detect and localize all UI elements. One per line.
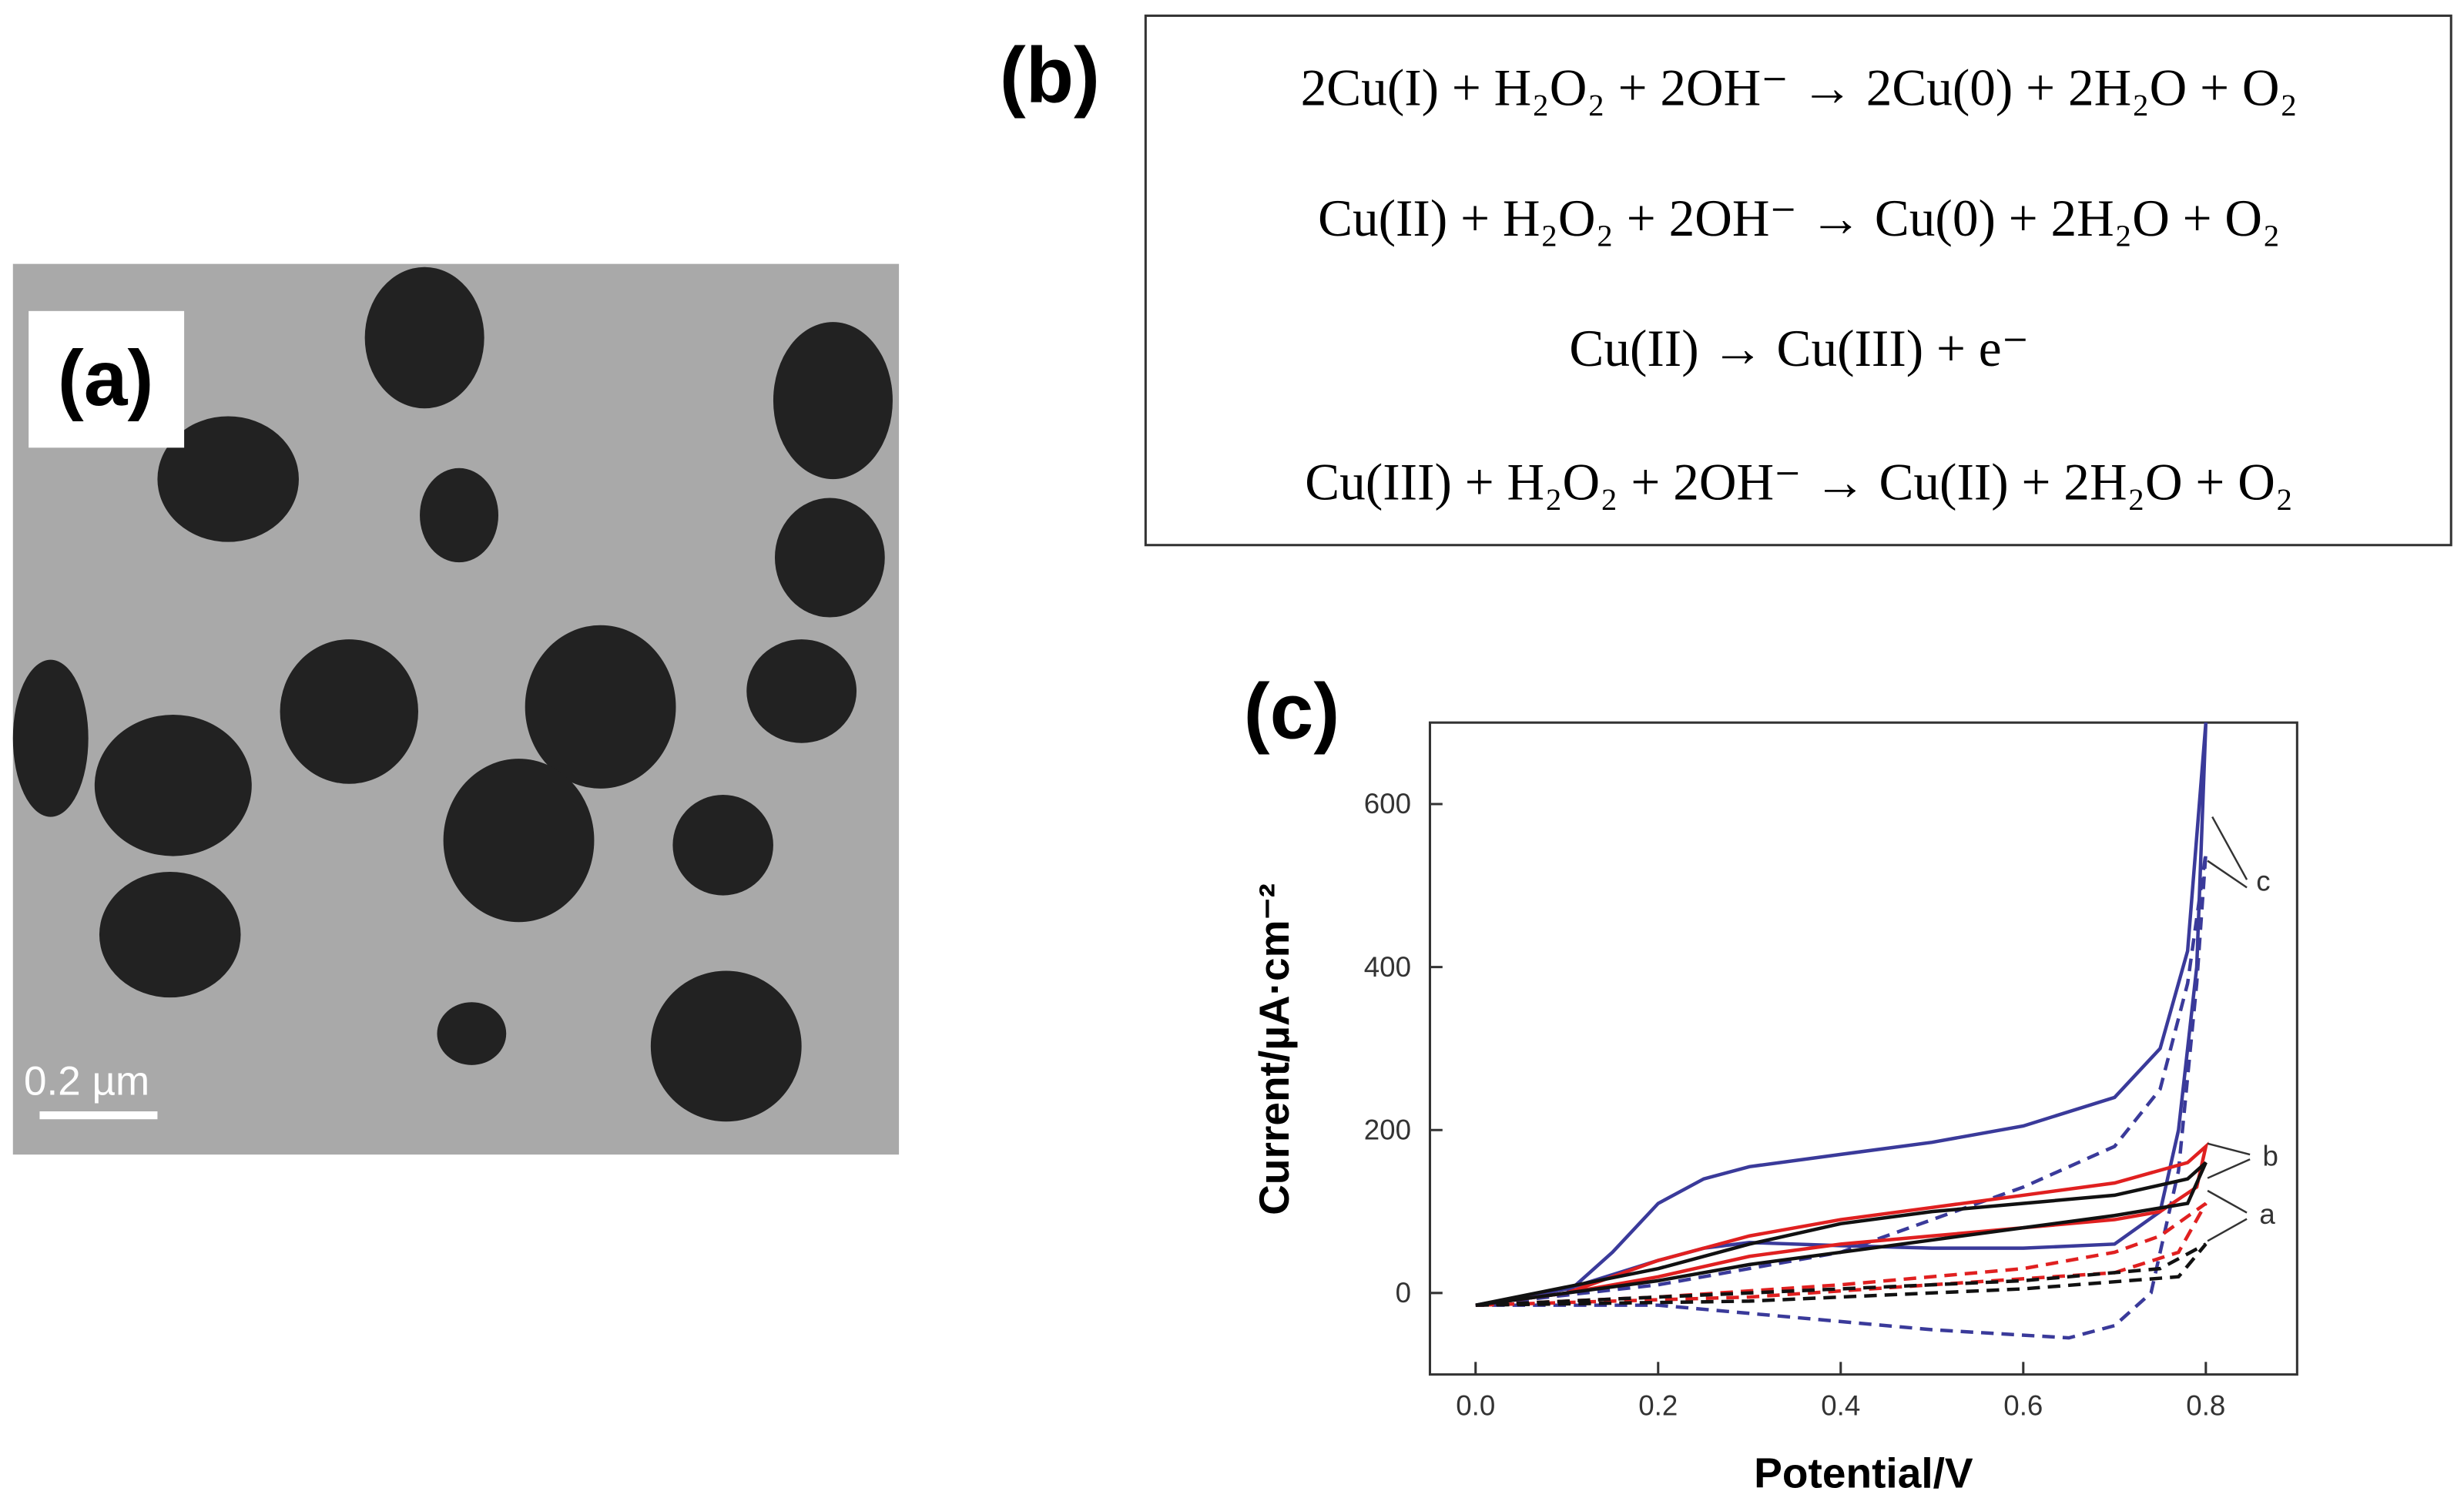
curve-annotation: a bbox=[2259, 1198, 2275, 1230]
pointer bbox=[2207, 860, 2248, 889]
x-tick-label: 0.2 bbox=[1638, 1390, 1678, 1422]
x-axis-label: Potential/V bbox=[1754, 1449, 1973, 1496]
y-tick-label: 200 bbox=[1364, 1114, 1411, 1145]
equation: Cu(II) + H₂O₂ + 2OH⁻ → Cu(0) + 2H₂O + O₂ bbox=[1318, 189, 2280, 247]
curve-annotation: b bbox=[2262, 1140, 2278, 1171]
cv-curve bbox=[1475, 1161, 2208, 1307]
particles bbox=[12, 266, 893, 1122]
plot-frame bbox=[1428, 721, 2298, 1376]
x-tick-label: 0.4 bbox=[1821, 1390, 1860, 1422]
y-tick-label: 0 bbox=[1396, 1277, 1411, 1309]
label-box bbox=[28, 310, 185, 448]
pointer bbox=[2207, 1189, 2248, 1214]
curve-annotation: c bbox=[2256, 865, 2270, 896]
y-tick-label: 400 bbox=[1364, 951, 1411, 983]
equation: Cu(II) → Cu(III) + e⁻ bbox=[1569, 320, 2029, 377]
scale-text: 0.2 µm bbox=[24, 1059, 149, 1104]
x-tick-label: 0.8 bbox=[2186, 1390, 2225, 1422]
cv-curve bbox=[1475, 853, 2208, 1340]
pointer bbox=[2211, 816, 2248, 880]
equation: 2Cu(I) + H₂O₂ + 2OH⁻ → 2Cu(0) + 2H₂O + O… bbox=[1301, 59, 2298, 117]
pointer bbox=[2207, 1158, 2251, 1179]
x-tick-label: 0.6 bbox=[2003, 1390, 2043, 1422]
y-axis-label: Current/µA·cm⁻² bbox=[1250, 883, 1298, 1215]
pointer bbox=[2207, 1142, 2251, 1156]
cv-curve bbox=[1475, 1201, 2208, 1307]
panel-label: (b) bbox=[1000, 32, 1100, 119]
y-tick-label: 600 bbox=[1364, 788, 1411, 819]
equation-box bbox=[1144, 14, 2452, 547]
panel-label: (c) bbox=[1244, 668, 1340, 756]
pointer bbox=[2207, 1218, 2248, 1242]
cv-curve bbox=[1475, 1242, 2208, 1307]
equation: Cu(III) + H₂O₂ + 2OH⁻ → Cu(II) + 2H₂O + … bbox=[1305, 454, 2293, 511]
x-tick-label: 0.0 bbox=[1456, 1390, 1495, 1422]
panel-label: (a) bbox=[58, 334, 154, 422]
